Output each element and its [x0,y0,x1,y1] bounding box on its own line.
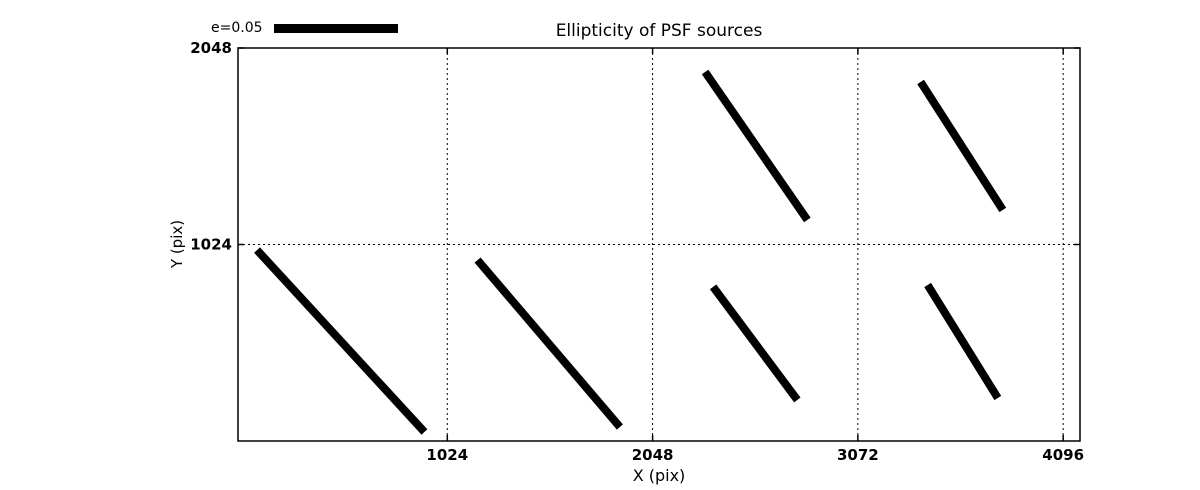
ellipticity-whisker-3 [709,284,801,403]
ellipticity-whisker-4 [924,282,1002,401]
ellipticity-whisker-6 [917,79,1007,213]
legend: e=0.05 [211,19,398,37]
ellipticity-whisker-2 [474,257,623,430]
ellipticity-whisker-5 [701,69,811,223]
legend-scale-bar [273,23,398,33]
y-tick-label-2048: 2048 [190,39,232,57]
x-tick-label-3072: 3072 [837,446,879,464]
x-axis-label: X (pix) [632,466,686,485]
x-tick-label-4096: 4096 [1042,446,1084,464]
ellipticity-whisker-1 [254,247,428,435]
legend-label: e=0.05 [211,20,263,36]
y-tick-label-1024: 1024 [190,236,232,254]
x-tick-label-2048: 2048 [632,446,674,464]
y-axis-label: Y (pix) [168,219,186,269]
chart-title: Ellipticity of PSF sources [555,21,763,41]
x-tick-label-1024: 1024 [426,446,468,464]
